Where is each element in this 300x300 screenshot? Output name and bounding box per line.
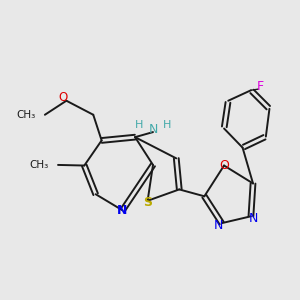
Text: N: N <box>214 219 224 232</box>
Text: N: N <box>117 204 128 217</box>
Text: H: H <box>163 120 172 130</box>
Text: H: H <box>134 120 143 130</box>
Text: CH₃: CH₃ <box>16 110 35 120</box>
Text: O: O <box>219 159 229 172</box>
Text: N: N <box>249 212 259 225</box>
Text: N: N <box>148 123 158 136</box>
Text: F: F <box>256 80 263 93</box>
Text: O: O <box>59 91 68 104</box>
Text: S: S <box>143 196 152 209</box>
Text: CH₃: CH₃ <box>30 160 49 170</box>
